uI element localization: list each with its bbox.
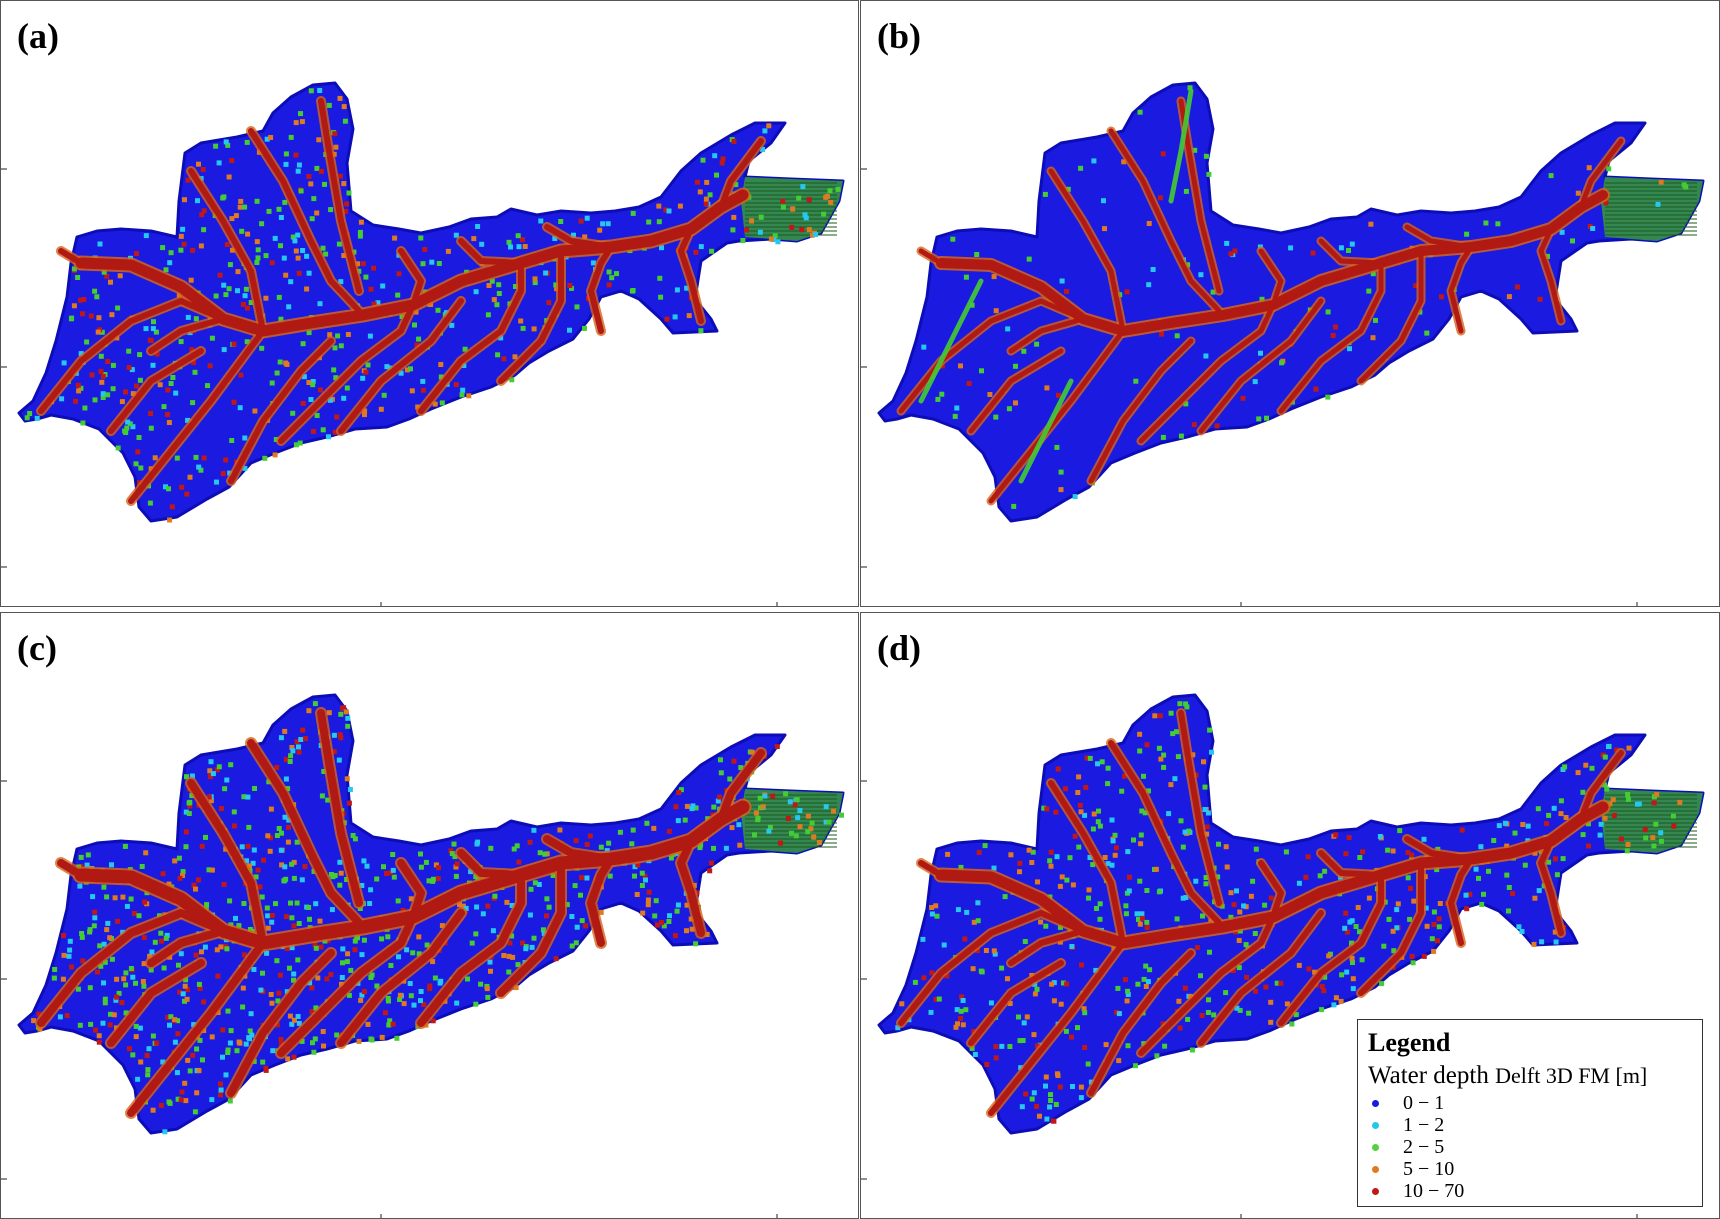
legend-item-label: 1 − 2 bbox=[1403, 1113, 1445, 1136]
map-panel-b: (b) bbox=[860, 0, 1720, 607]
legend-item-label: 10 − 70 bbox=[1403, 1179, 1465, 1202]
outlet-area bbox=[1601, 789, 1703, 853]
legend-item-label: 2 − 5 bbox=[1403, 1135, 1445, 1158]
legend-item: 5 − 10 bbox=[1368, 1158, 1692, 1180]
legend-item: 10 − 70 bbox=[1368, 1180, 1692, 1202]
legend-subtitle-main: Water depth bbox=[1368, 1062, 1489, 1089]
channel-network bbox=[36, 96, 766, 506]
legend-subtitle: Water depth Delft 3D FM [m] bbox=[1368, 1062, 1692, 1090]
channel-network bbox=[896, 708, 1626, 1118]
axis-ticks bbox=[861, 780, 1638, 1218]
panel-label: (a) bbox=[17, 16, 59, 56]
axis-ticks bbox=[861, 168, 1638, 606]
legend-subtitle-tail: Delft 3D FM [m] bbox=[1495, 1063, 1648, 1088]
legend-title: Legend bbox=[1368, 1028, 1451, 1057]
watershed-map bbox=[1, 81, 845, 606]
legend-item-label: 5 − 10 bbox=[1403, 1157, 1455, 1180]
legend-swatch bbox=[1372, 1165, 1379, 1173]
panel-label: (c) bbox=[17, 628, 57, 668]
legend-item: 2 − 5 bbox=[1368, 1136, 1692, 1158]
legend-item-label: 0 − 1 bbox=[1403, 1091, 1445, 1114]
outlet-area bbox=[1601, 177, 1703, 241]
legend-swatch bbox=[1372, 1121, 1379, 1129]
map-panel-a: (a) bbox=[0, 0, 859, 607]
depth-cells bbox=[921, 85, 1689, 509]
outlet-area bbox=[741, 789, 843, 853]
watershed-map bbox=[1, 693, 845, 1218]
legend-item: 0 − 1 bbox=[1368, 1092, 1692, 1114]
map-panel-c: (c) bbox=[0, 612, 859, 1219]
panel-label: (d) bbox=[877, 628, 921, 668]
axis-ticks bbox=[1, 780, 778, 1218]
legend-item: 1 − 2 bbox=[1368, 1114, 1692, 1136]
watershed-map bbox=[861, 81, 1705, 606]
panel-label: (b) bbox=[877, 16, 921, 56]
channel-network bbox=[35, 707, 767, 1119]
legend-swatch bbox=[1372, 1143, 1379, 1151]
legend-swatch bbox=[1372, 1187, 1379, 1195]
axis-ticks bbox=[1, 168, 778, 606]
legend-swatch bbox=[1372, 1099, 1379, 1107]
watershed-map bbox=[861, 693, 1705, 1218]
